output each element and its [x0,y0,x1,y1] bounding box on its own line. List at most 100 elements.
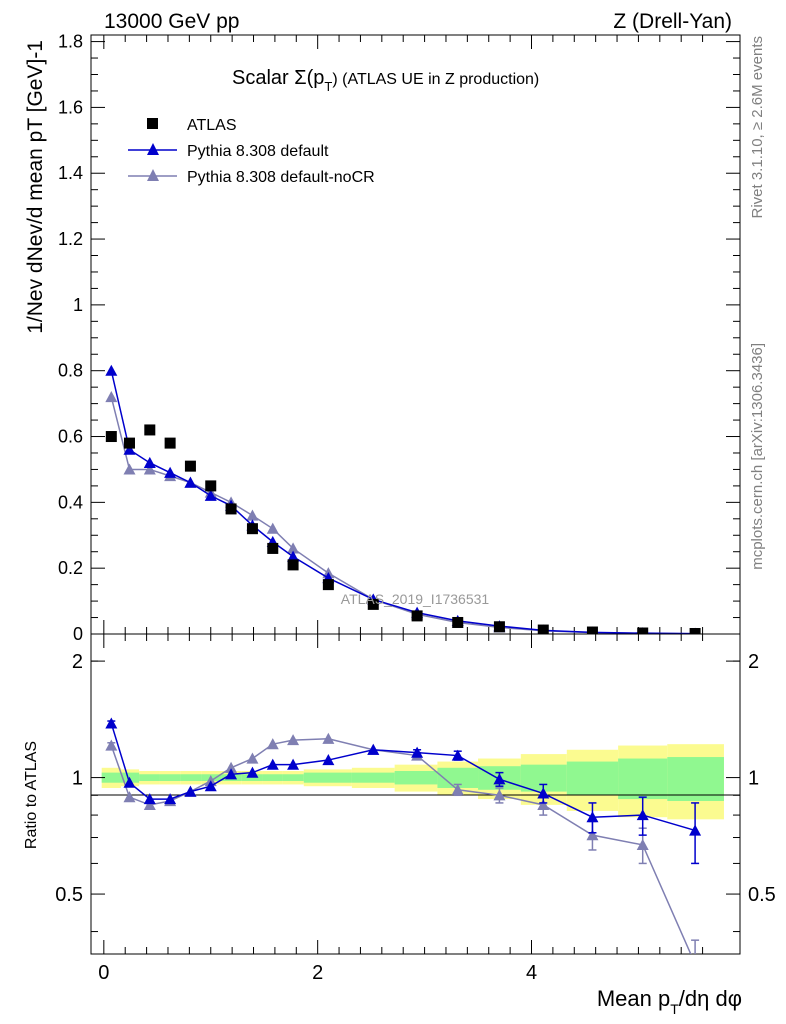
main-marks [105,364,702,640]
ratio-point-pythia-8-308-default-nocr [322,732,335,744]
main-y-tick-label: 1.4 [58,163,83,183]
main-y-tick-label: 0 [73,624,83,644]
data-point-atlas [225,503,237,515]
data-point-atlas [164,437,176,449]
data-point-atlas [267,542,279,554]
ratio-point-pythia-8-308-default [225,768,238,780]
data-point-pythia-8-308-default [123,443,136,455]
ratio-point-pythia-8-308-default [322,754,335,766]
data-point-atlas [184,460,196,472]
ratio-band-inner [667,757,724,801]
data-point-atlas [205,480,217,492]
ratio-point-pythia-8-308-default-nocr [636,838,649,850]
data-point-pythia-8-308-default [143,456,156,468]
ratio-plot: 0.5 0.5 1 1 2 2 0 2 4 Ratio to ATLAS [23,633,776,984]
ratio-band-inner [566,761,619,796]
data-point-pythia-8-308-default [184,476,197,488]
ratio-y-tick-label-right: 2 [748,651,759,673]
x-tick-label: 4 [526,962,537,984]
ratio-point-pythia-8-308-default [367,743,380,755]
legend-marker-atlas [147,118,158,129]
ratio-y-tick-label-right: 0.5 [748,884,776,906]
header-process: Z (Drell-Yan) [613,10,732,33]
ratio-point-pythia-8-308-default-nocr [266,738,279,750]
ratio-point-pythia-8-308-default-nocr [105,739,118,751]
ratio-band-inner [437,767,479,788]
data-point-atlas [637,627,649,639]
legend-label-pythia-default: Pythia 8.308 default [187,143,329,160]
main-title: Scalar Σ(pT) (ATLAS UE in Z production) [232,67,539,94]
data-point-pythia-8-308-default-nocr [246,509,259,521]
data-point-pythia-8-308-default-nocr [105,391,118,403]
data-point-atlas [287,559,299,571]
ratio-y-tick-label-right: 1 [748,768,759,790]
data-point-pythia-8-308-default-nocr [143,463,156,475]
ratio-band-inner [262,774,283,781]
legend-item-atlas: ATLAS [147,117,237,134]
ratio-y-axis-label: Ratio to ATLAS [23,741,40,849]
ratio-point-pythia-8-308-default [266,758,279,770]
legend-marker-pythia-nocr [147,169,159,181]
main-y-tick-label: 0.2 [58,558,83,578]
data-point-atlas [493,621,505,633]
ratio-band-inner [120,772,140,783]
ratio-point-pythia-8-308-default-nocr [225,761,238,773]
ratio-point-pythia-8-308-default-nocr [537,798,550,810]
ratio-point-pythia-8-308-default-nocr [586,829,599,841]
main-y-tick-label: 1.8 [58,32,83,52]
ratio-y-tick-label: 1 [72,768,83,790]
main-y-axis-label: 1/Nev dNev/d mean pT [GeV]-1 [24,40,47,334]
data-point-pythia-8-308-default [105,364,118,376]
legend: ATLAS Pythia 8.308 default Pythia 8.308 … [128,117,375,186]
ratio-point-pythia-8-308-default-nocr [451,783,464,795]
data-point-pythia-8-308-default [164,466,177,478]
data-point-pythia-8-308-default-nocr [287,542,300,554]
ratio-point-pythia-8-308-default [689,824,702,836]
ratio-point-pythia-8-308-default [411,746,424,758]
main-plot-frame [90,34,741,635]
data-point-atlas [367,598,379,610]
ratio-y-tick-label: 0.5 [55,884,83,906]
ratio-point-pythia-8-308-default [287,758,300,770]
data-point-atlas [123,437,135,449]
data-point-atlas [105,431,117,443]
ratio-point-pythia-8-308-default [537,787,550,799]
ratio-band-inner [180,774,202,781]
ratio-point-pythia-8-308-default [123,776,136,788]
main-y-ticks: 0 0.2 0.4 0.6 0.8 1 1.2 1.4 1.6 1.8 [58,32,740,644]
main-y-tick-label: 1.6 [58,97,83,117]
analysis-label: ATLAS_2019_I1736531 [341,591,490,607]
x-axis-label: Mean pT/dη dφ [597,986,742,1017]
ratio-point-pythia-8-308-default [184,785,197,797]
ratio-point-pythia-8-308-default-nocr [143,798,156,810]
rivet-version-label: Rivet 3.1.10, ≥ 2.6M events [749,36,766,219]
ratio-point-pythia-8-308-default [451,749,464,761]
x-tick-label: 2 [312,962,323,984]
ratio-band-inner [139,774,160,781]
x-tick-label: 0 [98,962,109,984]
legend-marker-pythia-default [147,143,159,155]
ratio-band-inner [159,774,181,781]
ratio-point-pythia-8-308-default-nocr [287,734,300,746]
ratio-point-pythia-8-308-default [586,811,599,823]
ratio-marks [105,717,702,954]
ratio-y-tick-label: 2 [72,651,83,673]
ratio-band-inner [351,772,395,783]
data-point-atlas [537,624,549,636]
ratio-point-pythia-8-308-default [164,793,177,805]
ratio-band-inner [394,770,438,785]
data-point-atlas [144,424,156,436]
ratio-band-inner [101,772,121,783]
ratio-band-inner [303,772,352,783]
ratio-point-pythia-8-308-default-nocr [123,791,136,803]
ratio-series-pythia-8-308-default [105,717,702,865]
ratio-point-pythia-8-308-default [493,773,506,785]
ratio-ticks: 0.5 0.5 1 1 2 2 0 2 4 [55,634,776,984]
ratio-point-pythia-8-308-default-nocr [246,752,259,764]
ratio-point-pythia-8-308-default [204,780,217,792]
main-y-tick-label: 0.4 [58,492,83,512]
legend-label-atlas: ATLAS [187,117,237,134]
ratio-point-pythia-8-308-default [105,717,118,729]
legend-item-pythia-default: Pythia 8.308 default [128,143,329,160]
